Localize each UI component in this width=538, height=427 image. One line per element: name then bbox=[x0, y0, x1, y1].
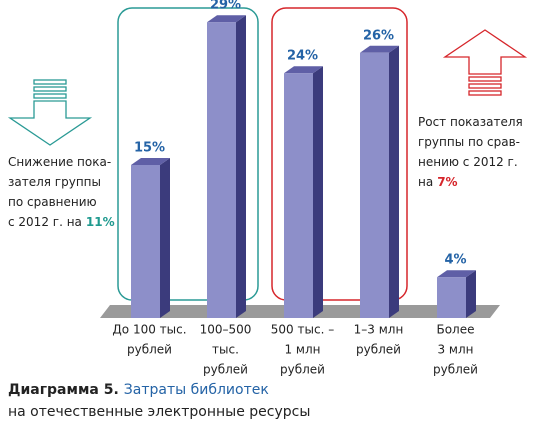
annotation-line: Снижение пока- bbox=[8, 155, 111, 169]
x-tick-label: рублей bbox=[127, 343, 172, 357]
down-arrow bbox=[7, 79, 93, 146]
annotation-line: на 7% bbox=[418, 175, 458, 189]
value-label: 15% bbox=[134, 141, 165, 156]
annotation-text: Снижение пока- bbox=[8, 155, 111, 169]
bar-side bbox=[160, 158, 170, 318]
title: Затраты библиотек bbox=[124, 382, 269, 398]
group-frame bbox=[117, 7, 259, 301]
x-tick-label: 3 млн bbox=[437, 343, 473, 357]
bar-top bbox=[131, 158, 170, 165]
x-tick-label: тыс. bbox=[212, 343, 239, 357]
x-tick-label: 500 тыс. – bbox=[271, 323, 334, 337]
bar-front bbox=[437, 277, 466, 318]
annotation-line: по сравнению bbox=[8, 195, 97, 209]
bar-top bbox=[437, 270, 476, 278]
value-label: 26% bbox=[363, 28, 394, 43]
bar-front bbox=[360, 52, 389, 319]
annotation-text: нению с 2012 г. bbox=[418, 155, 518, 169]
value-label: 4% bbox=[444, 253, 466, 268]
group-frame bbox=[271, 7, 408, 301]
annotation-line: с 2012 г. на 11% bbox=[8, 215, 115, 229]
annotation-highlight: 7% bbox=[437, 175, 457, 189]
annotation-line: зателя группы bbox=[8, 175, 101, 189]
x-tick-label: рублей bbox=[433, 363, 478, 377]
x-tick-label: 1 млн bbox=[284, 343, 320, 357]
caption-label: Диаграмма 5. bbox=[8, 382, 119, 398]
annotation-line: нению с 2012 г. bbox=[418, 155, 518, 169]
bar-top bbox=[284, 66, 323, 74]
annotation-text: зателя группы bbox=[8, 175, 101, 189]
bar bbox=[284, 66, 323, 318]
annotation-highlight: 11% bbox=[86, 215, 115, 229]
bar bbox=[437, 270, 476, 318]
bar-front bbox=[207, 22, 236, 318]
x-tick-label: Более bbox=[436, 323, 474, 337]
bar-front bbox=[131, 165, 160, 318]
bar-side bbox=[236, 15, 246, 318]
bar bbox=[131, 158, 170, 318]
bar bbox=[207, 15, 246, 318]
bar-top bbox=[207, 15, 246, 23]
annotation-text: группы по срав- bbox=[418, 135, 520, 149]
annotation-text: по сравнению bbox=[8, 195, 97, 209]
bar bbox=[360, 45, 399, 319]
x-tick-label: рублей bbox=[280, 363, 325, 377]
annotation-text: Рост показателя bbox=[418, 115, 523, 129]
bar-front bbox=[284, 73, 313, 318]
x-tick-label: рублей bbox=[203, 363, 248, 377]
value-label: 29% bbox=[210, 0, 241, 13]
up-arrow bbox=[442, 29, 528, 96]
value-label: 24% bbox=[287, 49, 318, 64]
bar-side bbox=[466, 270, 476, 318]
annotation-line: группы по срав- bbox=[418, 135, 520, 149]
annotation-text: с 2012 г. на bbox=[8, 215, 82, 229]
x-tick-label: До 100 тыс. bbox=[112, 323, 186, 337]
bar-side bbox=[389, 45, 399, 319]
annotation-text: на bbox=[418, 175, 433, 189]
caption: Диаграмма 5. Затраты библиотек bbox=[8, 382, 269, 398]
x-tick-label: 100–500 bbox=[200, 323, 252, 337]
x-tick-label: рублей bbox=[356, 343, 401, 357]
title: на отечественные электронные ресурсы bbox=[8, 404, 310, 420]
annotation-line: Рост показателя bbox=[418, 115, 523, 129]
x-tick-label: 1–3 млн bbox=[354, 323, 404, 337]
bar-side bbox=[313, 66, 323, 318]
bar-top bbox=[360, 45, 399, 53]
